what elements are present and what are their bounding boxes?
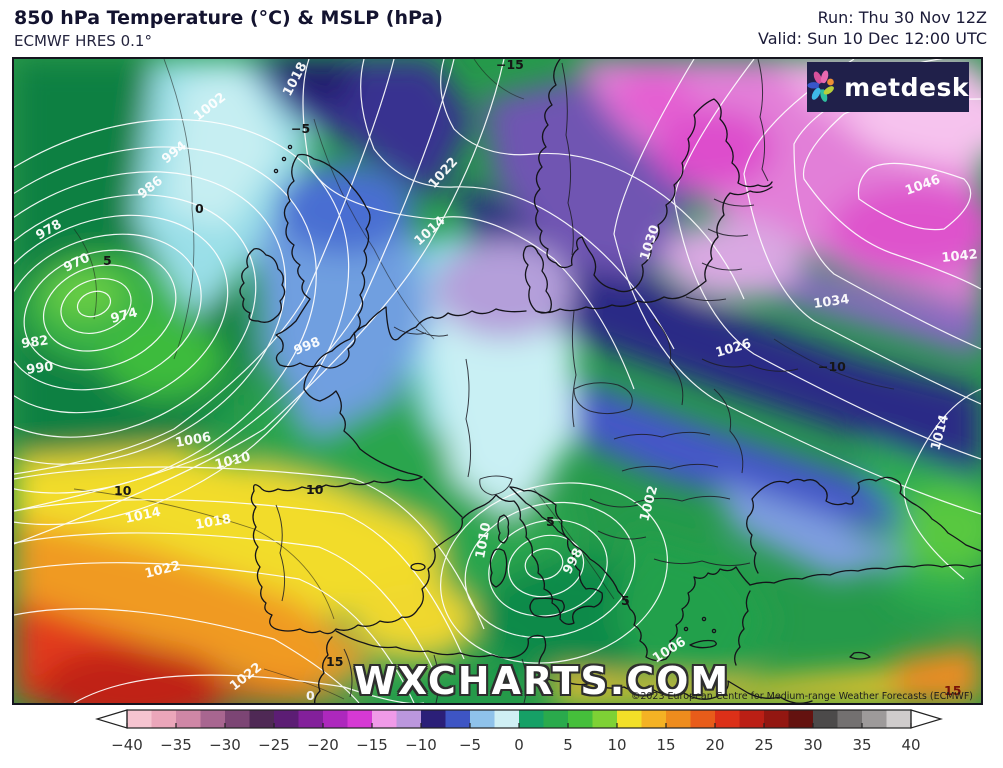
metdesk-logo-text: metdesk — [844, 72, 969, 102]
pressure-label: 990 — [25, 359, 54, 378]
colorbar-segment — [641, 710, 667, 728]
colorbar-segment — [298, 710, 324, 728]
temp-label: 5 — [621, 593, 630, 608]
pressure-label: 982 — [20, 333, 49, 352]
metdesk-logo: metdesk — [807, 62, 969, 112]
colorbar-segment — [274, 710, 299, 728]
temp-label: 5 — [546, 514, 555, 529]
colorbar-tick-label: 15 — [656, 736, 675, 754]
country-borders — [275, 59, 799, 703]
colorbar-tick-label: −35 — [160, 736, 192, 754]
colorbar-tick-label: −5 — [459, 736, 481, 754]
colorbar-segment — [568, 710, 593, 728]
temp-label: 5 — [103, 253, 112, 268]
temp-label: 10 — [306, 482, 324, 497]
colorbar-tick-label: −25 — [258, 736, 290, 754]
colorbar-tick-label: −15 — [356, 736, 388, 754]
colorbar-tick-label: 5 — [563, 736, 573, 754]
colorbar-segment — [739, 710, 765, 728]
temperature-colorbar: −40 −35 −30 −25 −20 −15 −10 −5 0 5 10 15 20 25 30 35 40 — [95, 709, 943, 754]
pressure-label: 1010 — [473, 521, 494, 559]
colorbar-segment — [347, 710, 373, 728]
colorbar-segment — [372, 710, 397, 728]
colorbar-segment — [249, 710, 275, 728]
weather-map: 978 970 974 982 990 986 994 1002 1018 1022 1014 998… — [12, 57, 983, 705]
colorbar-tick-label: 25 — [754, 736, 773, 754]
temp-label: 15 — [944, 683, 961, 698]
colorbar-segment — [225, 710, 250, 728]
run-label: Run: Thu 30 Nov 12Z — [817, 8, 987, 27]
colorbar-segment — [470, 710, 495, 728]
temp-label: 10 — [114, 483, 132, 498]
colorbar-tick-label: −40 — [111, 736, 143, 754]
colorbar-segment — [494, 710, 520, 728]
colorbar-segment — [127, 710, 152, 728]
colorbar-tick-label: 40 — [901, 736, 920, 754]
colorbar-segment — [543, 710, 569, 728]
temp-label: 0 — [195, 201, 204, 216]
colorbar-segment — [617, 710, 642, 728]
colorbar-segment — [200, 710, 226, 728]
pressure-label: 974 — [109, 305, 139, 327]
metdesk-star-icon — [807, 70, 834, 102]
colorbar-segment — [813, 710, 838, 728]
colorbar-right-arrow — [910, 709, 943, 729]
pressure-label: 1042 — [941, 247, 979, 266]
pressure-label: 1034 — [812, 292, 850, 312]
colorbar-segment — [176, 710, 201, 728]
colorbar-segment — [788, 710, 814, 728]
wxcharts-watermark: WXCHARTS.COM — [354, 659, 731, 703]
colorbar-tick-label: 20 — [705, 736, 724, 754]
model-subtitle: ECMWF HRES 0.1° — [14, 32, 152, 50]
temp-label: −15 — [496, 59, 524, 72]
pressure-label: 1018 — [194, 512, 232, 533]
colorbar-tick-label: 10 — [607, 736, 626, 754]
valid-label: Valid: Sun 10 Dec 12:00 UTC — [758, 29, 987, 48]
pressure-label: 1014 — [124, 505, 163, 527]
colorbar-segment — [837, 710, 863, 728]
colorbar-tick-label: −20 — [307, 736, 339, 754]
temp-label: −5 — [291, 121, 310, 136]
temp-label: 0 — [306, 688, 315, 703]
page-title: 850 hPa Temperature (°C) & MSLP (hPa) — [14, 7, 443, 29]
colorbar-segment — [862, 710, 887, 728]
pressure-label: 1006 — [174, 430, 212, 451]
colorbar-tick-label: 0 — [514, 736, 524, 754]
colorbar-left-arrow — [95, 709, 128, 729]
colorbar-segment — [445, 710, 471, 728]
colorbar-segment — [690, 710, 716, 728]
colorbar-segment — [764, 710, 789, 728]
coastlines — [239, 59, 981, 703]
colorbar-tick-label: −30 — [209, 736, 241, 754]
copyright-text: ©2023 European Centre for Medium-range W… — [630, 691, 973, 702]
map-canvas: 9789709749829909869941002101810221014998… — [14, 59, 981, 703]
colorbar-segment — [396, 710, 422, 728]
temp-label: −10 — [818, 359, 846, 374]
colorbar-tick-label: −10 — [405, 736, 437, 754]
colorbar-segment — [592, 710, 618, 728]
temp-contour-lines — [73, 59, 895, 700]
run-valid-block: Run: Thu 30 Nov 12Z Valid: Sun 10 Dec 12… — [758, 7, 987, 49]
colorbar-tick-label: 35 — [852, 736, 871, 754]
colorbar-segment — [666, 710, 691, 728]
colorbar-segment — [519, 710, 544, 728]
colorbar-segment — [151, 710, 177, 728]
colorbar-segment — [715, 710, 740, 728]
colorbar-segment — [421, 710, 446, 728]
temp-label: 15 — [326, 654, 343, 669]
colorbar-segment — [886, 710, 912, 728]
colorbar-segment — [323, 710, 348, 728]
colorbar-tick-label: 30 — [803, 736, 822, 754]
isobar-lines — [14, 59, 981, 703]
